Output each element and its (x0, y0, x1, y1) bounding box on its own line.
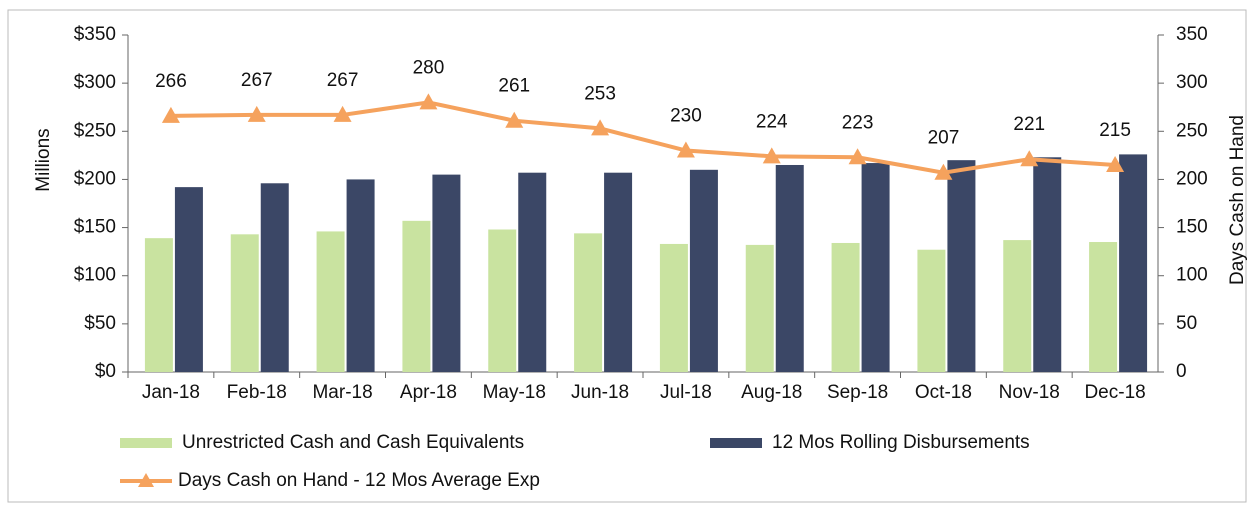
line-marker (333, 105, 352, 122)
line-marker (591, 119, 610, 136)
y2-tick-label: 50 (1176, 313, 1197, 334)
y2-tick-label: 0 (1176, 361, 1187, 382)
data-label: 215 (1099, 120, 1131, 141)
bar (1033, 157, 1062, 372)
bar (947, 160, 976, 372)
y-tick-label: $0 (95, 361, 116, 382)
bar (488, 229, 517, 372)
data-label: 266 (155, 71, 187, 92)
bar (659, 243, 688, 372)
y-tick-label: $100 (74, 265, 116, 286)
line-marker (1020, 150, 1039, 167)
y2-tick-label: 200 (1176, 168, 1208, 189)
y2-tick-label: 100 (1176, 265, 1208, 286)
bar (831, 242, 860, 372)
bar (402, 220, 431, 372)
y-tick-label: $150 (74, 217, 116, 238)
bar (604, 172, 633, 372)
frame (7, 9, 1247, 503)
y2-tick-label: 150 (1176, 217, 1208, 238)
data-label: 224 (756, 111, 788, 132)
bar (230, 234, 259, 372)
y2-axis-label: Days Cash on Hand (1227, 115, 1248, 285)
legend-swatch (710, 438, 762, 448)
data-label: 230 (670, 106, 702, 127)
line (170, 100, 1116, 175)
y-axis-label: Millions (33, 128, 54, 191)
x-tick-label: Jan-18 (142, 382, 200, 403)
line-marker (247, 105, 266, 122)
x-tick-label: Nov-18 (999, 382, 1060, 403)
x-tick-label: Apr-18 (400, 382, 457, 403)
x-tick-label: Mar-18 (312, 382, 372, 403)
y-tick-label: $200 (74, 168, 116, 189)
bar (861, 163, 890, 372)
bar (316, 231, 345, 372)
x-tick-label: Oct-18 (915, 382, 972, 403)
data-label: 261 (498, 76, 530, 97)
data-label: 223 (842, 112, 874, 133)
bar (574, 233, 603, 372)
line-marker (676, 141, 695, 158)
y2-tick-label: 350 (1176, 24, 1208, 45)
data-label: 221 (1013, 114, 1045, 135)
legend-label: Unrestricted Cash and Cash Equivalents (182, 432, 524, 453)
data-label: 253 (584, 83, 616, 104)
line-marker (419, 93, 438, 110)
y-tick-label: $50 (84, 313, 116, 334)
line-marker (762, 147, 781, 164)
bar (260, 183, 289, 372)
y2-tick-label: 300 (1176, 72, 1208, 93)
bar (1003, 240, 1032, 372)
data-label: 267 (241, 70, 273, 91)
data-label: 280 (413, 57, 445, 78)
line-marker (1106, 155, 1125, 172)
x-tick-label: Aug-18 (741, 382, 802, 403)
bar (432, 174, 461, 372)
line-marker (505, 111, 524, 128)
bar (346, 179, 375, 372)
x-tick-label: Dec-18 (1084, 382, 1145, 403)
bar (745, 244, 774, 372)
bar (775, 164, 804, 372)
y2-tick-label: 250 (1176, 120, 1208, 141)
line-marker (161, 106, 180, 123)
y-tick-label: $250 (74, 120, 116, 141)
x-tick-label: Feb-18 (227, 382, 287, 403)
bar (1089, 242, 1118, 372)
data-label: 207 (928, 128, 960, 149)
bar (689, 169, 718, 372)
line-marker (934, 163, 953, 180)
y-tick-label: $350 (74, 24, 116, 45)
legend-label: 12 Mos Rolling Disbursements (772, 432, 1030, 453)
x-tick-label: Jun-18 (571, 382, 629, 403)
legend-swatch (120, 438, 172, 448)
bar (144, 238, 173, 372)
legend-label: Days Cash on Hand - 12 Mos Average Exp (178, 470, 540, 491)
line-marker (848, 148, 867, 165)
y-tick-label: $300 (74, 72, 116, 93)
data-label: 267 (327, 70, 359, 91)
x-tick-label: May-18 (483, 382, 546, 403)
x-tick-label: Sep-18 (827, 382, 888, 403)
legend-marker (138, 473, 154, 487)
bar (174, 187, 203, 372)
bar (917, 249, 946, 372)
bar (1119, 154, 1148, 372)
bar (518, 172, 547, 372)
x-tick-label: Jul-18 (660, 382, 712, 403)
